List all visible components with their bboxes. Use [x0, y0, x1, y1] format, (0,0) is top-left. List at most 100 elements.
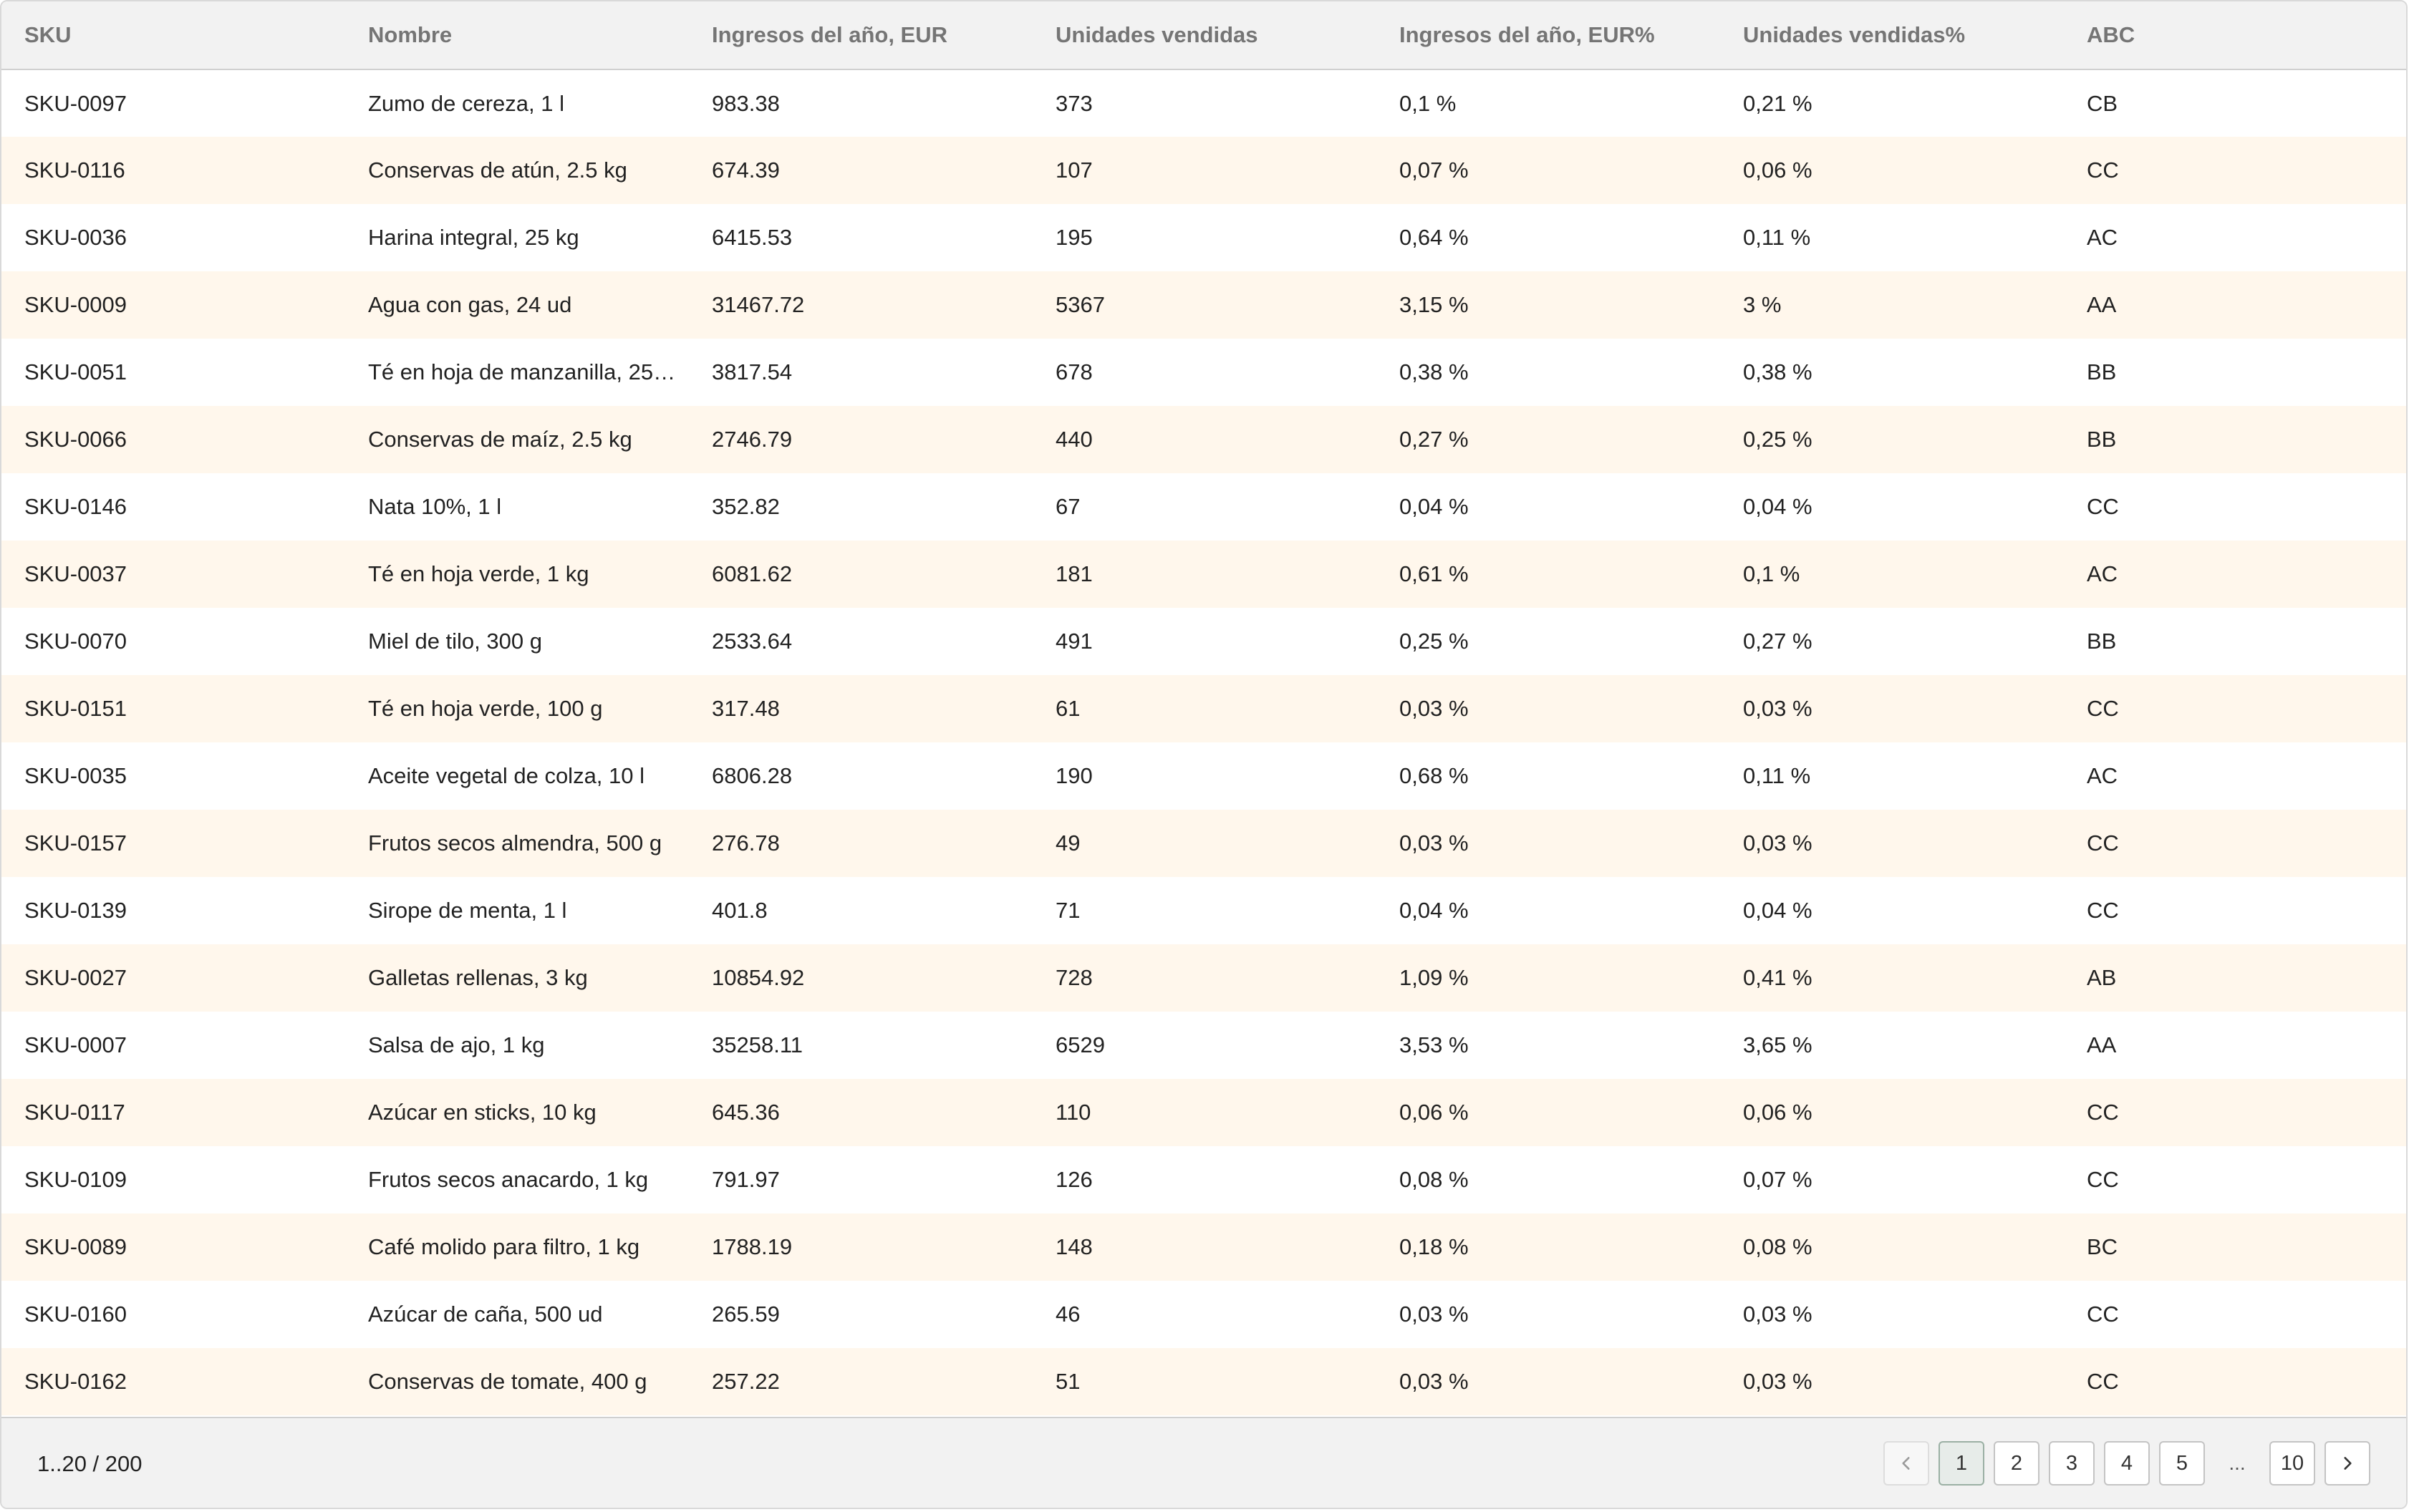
cell-abc: CC	[2064, 810, 2406, 877]
cell-sku: SKU-0066	[1, 406, 345, 473]
cell-ingresos-pct: 0,61 %	[1376, 541, 1720, 608]
table-row[interactable]: SKU-0070 Miel de tilo, 300 g 2533.64 491 0,2…	[1, 608, 2406, 675]
cell-unidades-pct: 3 %	[1720, 271, 2064, 339]
table-row[interactable]: SKU-0089 Café molido para filtro, 1 kg 178…	[1, 1213, 2406, 1281]
page-button-3[interactable]: 3	[2049, 1441, 2095, 1486]
cell-sku: SKU-0157	[1, 810, 345, 877]
column-header-sku[interactable]: SKU	[1, 1, 345, 70]
cell-unidades: 49	[1033, 810, 1376, 877]
cell-ingresos: 10854.92	[689, 944, 1033, 1012]
cell-sku: SKU-0027	[1, 944, 345, 1012]
table-row[interactable]: SKU-0035 Aceite vegetal de colza, 10 l 680…	[1, 742, 2406, 810]
cell-ingresos: 791.97	[689, 1146, 1033, 1213]
page-button-1[interactable]: 1	[1939, 1441, 1984, 1486]
cell-abc: BB	[2064, 608, 2406, 675]
cell-unidades-pct: 0,04 %	[1720, 473, 2064, 541]
table-row[interactable]: SKU-0066 Conservas de maíz, 2.5 kg 2746.79…	[1, 406, 2406, 473]
table-row[interactable]: SKU-0157 Frutos secos almendra, 500 g 276.…	[1, 810, 2406, 877]
table-row[interactable]: SKU-0051 Té en hoja de manzanilla, 25… 381…	[1, 339, 2406, 406]
table-row[interactable]: SKU-0027 Galletas rellenas, 3 kg 10854.92 7…	[1, 944, 2406, 1012]
page-button-4[interactable]: 4	[2104, 1441, 2150, 1486]
column-header-abc[interactable]: ABC	[2064, 1, 2406, 70]
table-row[interactable]: SKU-0160 Azúcar de caña, 500 ud 265.59 46 0,…	[1, 1281, 2406, 1348]
cell-nombre: Harina integral, 25 kg	[345, 204, 689, 271]
cell-nombre: Té en hoja verde, 1 kg	[345, 541, 689, 608]
chevron-right-icon	[2344, 1457, 2352, 1470]
cell-unidades: 71	[1033, 877, 1376, 944]
cell-unidades: 110	[1033, 1079, 1376, 1146]
cell-nombre: Té en hoja verde, 100 g	[345, 675, 689, 742]
cell-ingresos-pct: 0,06 %	[1376, 1079, 1720, 1146]
cell-sku: SKU-0162	[1, 1348, 345, 1415]
chevron-left-icon	[1902, 1457, 1910, 1470]
cell-ingresos: 3817.54	[689, 339, 1033, 406]
cell-abc: AA	[2064, 271, 2406, 339]
cell-unidades: 373	[1033, 69, 1376, 137]
table-row[interactable]: SKU-0117 Azúcar en sticks, 10 kg 645.36 110…	[1, 1079, 2406, 1146]
cell-sku: SKU-0116	[1, 137, 345, 204]
table-row[interactable]: SKU-0037 Té en hoja verde, 1 kg 6081.62 181…	[1, 541, 2406, 608]
cell-unidades-pct: 3,65 %	[1720, 1012, 2064, 1079]
cell-abc: BB	[2064, 406, 2406, 473]
cell-ingresos: 352.82	[689, 473, 1033, 541]
table-row[interactable]: SKU-0151 Té en hoja verde, 100 g 317.48 61 0…	[1, 675, 2406, 742]
cell-ingresos-pct: 0,68 %	[1376, 742, 1720, 810]
next-page-button[interactable]	[2324, 1441, 2370, 1486]
table-row[interactable]: SKU-0097 Zumo de cereza, 1 l 983.38 373 0,1 …	[1, 69, 2406, 137]
cell-unidades-pct: 0,25 %	[1720, 406, 2064, 473]
cell-abc: CC	[2064, 1079, 2406, 1146]
table-row[interactable]: SKU-0036 Harina integral, 25 kg 6415.53 195…	[1, 204, 2406, 271]
cell-ingresos: 2746.79	[689, 406, 1033, 473]
column-header-ingresos-pct[interactable]: Ingresos del año, EUR%	[1376, 1, 1720, 70]
table-row[interactable]: SKU-0116 Conservas de atún, 2.5 kg 674.39 1…	[1, 137, 2406, 204]
page-button-last[interactable]: 10	[2269, 1441, 2315, 1486]
cell-unidades: 126	[1033, 1146, 1376, 1213]
cell-ingresos-pct: 0,64 %	[1376, 204, 1720, 271]
cell-ingresos-pct: 0,07 %	[1376, 137, 1720, 204]
cell-unidades-pct: 0,03 %	[1720, 1348, 2064, 1415]
table-row[interactable]: SKU-0139 Sirope de menta, 1 l 401.8 71 0,04 …	[1, 877, 2406, 944]
cell-ingresos-pct: 0,38 %	[1376, 339, 1720, 406]
cell-abc: CC	[2064, 137, 2406, 204]
cell-nombre: Aceite vegetal de colza, 10 l	[345, 742, 689, 810]
pagination: 1 2 3 4 5 ... 10	[1883, 1441, 2370, 1486]
cell-unidades-pct: 0,07 %	[1720, 1146, 2064, 1213]
table-row[interactable]: SKU-0007 Salsa de ajo, 1 kg 35258.11 6529 3,…	[1, 1012, 2406, 1079]
cell-sku: SKU-0109	[1, 1146, 345, 1213]
cell-abc: AC	[2064, 742, 2406, 810]
table-row[interactable]: SKU-0109 Frutos secos anacardo, 1 kg 791.9…	[1, 1146, 2406, 1213]
cell-abc: CC	[2064, 1146, 2406, 1213]
cell-unidades: 190	[1033, 742, 1376, 810]
cell-sku: SKU-0151	[1, 675, 345, 742]
cell-abc: CC	[2064, 1348, 2406, 1415]
cell-ingresos: 1788.19	[689, 1213, 1033, 1281]
cell-ingresos-pct: 0,04 %	[1376, 473, 1720, 541]
cell-unidades: 195	[1033, 204, 1376, 271]
column-header-unidades-pct[interactable]: Unidades vendidas%	[1720, 1, 2064, 70]
cell-ingresos-pct: 3,53 %	[1376, 1012, 1720, 1079]
cell-abc: CC	[2064, 1281, 2406, 1348]
cell-sku: SKU-0160	[1, 1281, 345, 1348]
cell-ingresos-pct: 1,09 %	[1376, 944, 1720, 1012]
column-header-nombre[interactable]: Nombre	[345, 1, 689, 70]
cell-unidades-pct: 0,41 %	[1720, 944, 2064, 1012]
table-row[interactable]: SKU-0009 Agua con gas, 24 ud 31467.72 5367 3…	[1, 271, 2406, 339]
cell-unidades: 46	[1033, 1281, 1376, 1348]
previous-page-button[interactable]	[1883, 1441, 1929, 1486]
page-button-2[interactable]: 2	[1994, 1441, 2039, 1486]
cell-unidades: 678	[1033, 339, 1376, 406]
cell-ingresos-pct: 0,04 %	[1376, 877, 1720, 944]
cell-nombre: Nata 10%, 1 l	[345, 473, 689, 541]
cell-ingresos: 645.36	[689, 1079, 1033, 1146]
cell-unidades-pct: 0,08 %	[1720, 1213, 2064, 1281]
cell-unidades-pct: 0,38 %	[1720, 339, 2064, 406]
cell-unidades-pct: 0,11 %	[1720, 204, 2064, 271]
page-button-5[interactable]: 5	[2159, 1441, 2205, 1486]
table-row[interactable]: SKU-0162 Conservas de tomate, 400 g 257.22…	[1, 1348, 2406, 1415]
table-row[interactable]: SKU-0146 Nata 10%, 1 l 352.82 67 0,04 % 0,04 …	[1, 473, 2406, 541]
cell-abc: AB	[2064, 944, 2406, 1012]
cell-ingresos: 6806.28	[689, 742, 1033, 810]
column-header-ingresos[interactable]: Ingresos del año, EUR	[689, 1, 1033, 70]
column-header-unidades[interactable]: Unidades vendidas	[1033, 1, 1376, 70]
